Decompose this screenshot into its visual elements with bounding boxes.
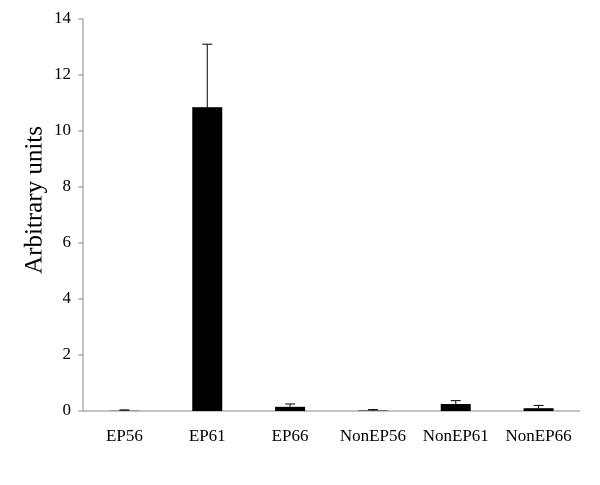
error-bar <box>119 409 130 411</box>
y-tick-label: 8 <box>63 176 72 195</box>
y-tick-label: 14 <box>54 8 72 27</box>
y-tick-label: 12 <box>54 64 71 83</box>
x-tick-label: NonEP66 <box>506 426 572 445</box>
bar <box>357 410 388 411</box>
bar <box>523 408 554 411</box>
error-bar <box>450 400 461 404</box>
y-axis-label: Arbitrary units <box>21 126 48 274</box>
error-bar <box>285 403 296 407</box>
y-tick-label: 0 <box>63 400 72 419</box>
y-tick-label: 6 <box>63 232 72 251</box>
error-bar <box>533 404 544 409</box>
y-tick-label: 10 <box>54 120 71 139</box>
y-tick-label: 4 <box>63 288 72 307</box>
x-tick-label: NonEP56 <box>340 426 406 445</box>
error-bar <box>202 43 213 108</box>
x-tick-label: EP56 <box>106 426 143 445</box>
error-bar <box>367 409 378 411</box>
bar <box>275 406 306 411</box>
y-tick-label: 2 <box>63 344 72 363</box>
bar <box>440 404 471 411</box>
x-tick-label: EP61 <box>189 426 226 445</box>
x-tick-label: EP66 <box>272 426 309 445</box>
x-tick-label: NonEP61 <box>423 426 489 445</box>
bar <box>192 107 223 411</box>
